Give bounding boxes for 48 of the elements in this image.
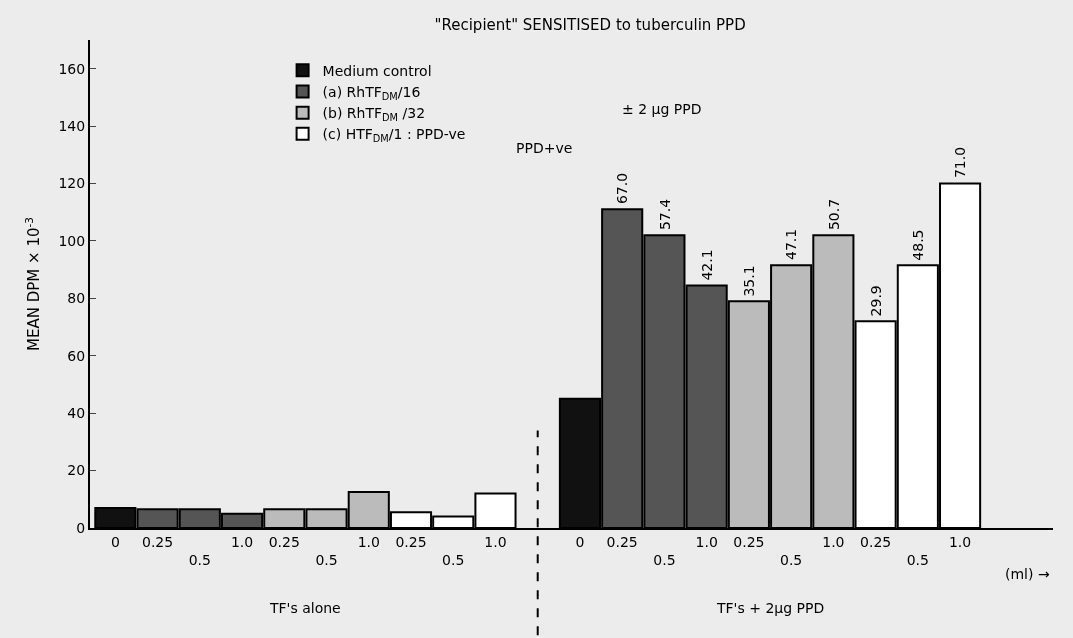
y-tick-label: 160 <box>58 60 86 77</box>
annotation: 57.4 <box>656 198 673 231</box>
x-tick-label: 1.0 <box>230 533 254 550</box>
annotation: 35.1 <box>741 265 758 297</box>
x-tick-label: 0.25 <box>606 533 638 550</box>
legend-label: (a) RhTF$_{DM}$/16 <box>322 83 421 102</box>
y-tick-label: 120 <box>58 175 86 192</box>
x-tick-label: 0.25 <box>860 533 892 550</box>
annotation: PPD+ve <box>516 140 573 156</box>
annotation: ± 2 μg PPD <box>622 101 702 117</box>
annotation: 67.0 <box>614 172 631 205</box>
annotation: 50.7 <box>825 198 842 231</box>
y-tick-label: 60 <box>67 347 86 364</box>
legend-label: (b) RhTF$_{DM}$ /32 <box>322 105 426 124</box>
y-tick-label: 40 <box>67 405 86 422</box>
x-tick-label: 0.5 <box>653 552 676 568</box>
x-tick-label: 1.0 <box>484 533 507 550</box>
legend-label: Medium control <box>322 62 432 79</box>
annotation: 48.5 <box>910 229 926 261</box>
annotation: 42.1 <box>698 249 715 281</box>
text: (ml) → <box>1005 566 1050 582</box>
x-tick-label: 0.5 <box>315 552 338 568</box>
x-tick-label: 1.0 <box>695 533 718 550</box>
x-tick-label: 0.25 <box>395 533 427 550</box>
annotation: 47.1 <box>783 228 800 260</box>
x-tick-label: 0.5 <box>442 552 465 568</box>
x-tick-label: 1.0 <box>357 533 380 550</box>
chart-title: "Recipient" SENSITISED to tuberculin PPD <box>434 15 746 34</box>
x-tick-label: 0.25 <box>268 533 300 550</box>
x-tick-label: 0.5 <box>780 552 803 568</box>
x-tick-label: 0.5 <box>188 552 211 568</box>
x-tick-label: 0 <box>575 533 585 550</box>
x-tick-label: 0.5 <box>906 552 929 568</box>
text: TF's alone <box>269 600 341 616</box>
x-tick-label: 1.0 <box>822 533 845 550</box>
y-tick-label: 100 <box>58 232 86 249</box>
y-tick-label: 140 <box>58 118 86 135</box>
y-tick-label: 80 <box>67 290 86 307</box>
x-tick-label: 0 <box>110 533 120 550</box>
annotation: 29.9 <box>867 285 884 317</box>
x-tick-label: 0.25 <box>733 533 765 550</box>
y-tick-label: 20 <box>67 462 86 479</box>
x-tick-label: 1.0 <box>948 533 972 550</box>
x-tick-label: 0.25 <box>141 533 174 550</box>
legend-label: (c) HTF$_{DM}$/1 : PPD-ve <box>322 126 466 145</box>
text: TF's + 2μg PPD <box>716 600 825 616</box>
annotation: 71.0 <box>952 146 969 179</box>
y-tick-label: 0 <box>76 519 86 536</box>
